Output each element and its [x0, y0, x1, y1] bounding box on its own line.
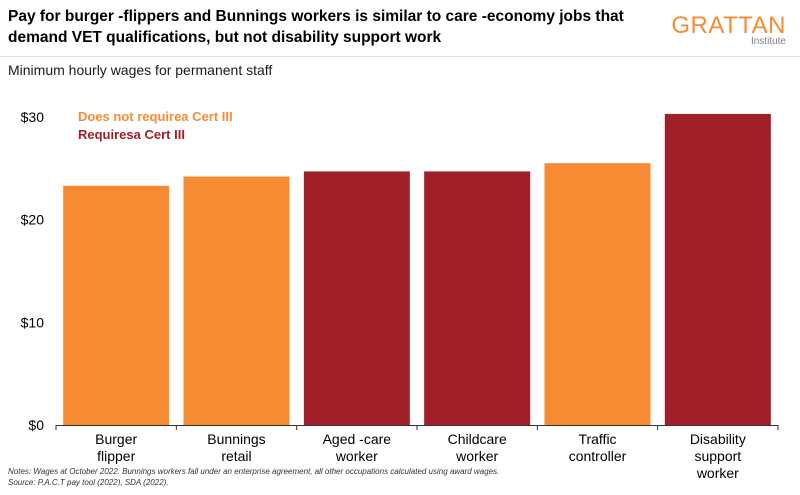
bar	[183, 176, 290, 425]
grattan-logo: GRATTAN Institute	[671, 12, 786, 48]
bar	[63, 185, 170, 425]
notes-text: Notes: Wages at October 2022. Bunnings w…	[8, 467, 500, 476]
chart-subtitle: Minimum hourly wages for permanent staff	[8, 62, 273, 78]
legend-entry: Does not requirea Cert III	[78, 109, 233, 124]
y-tick-label: $30	[21, 109, 45, 125]
legend-entry: Requiresa Cert III	[78, 127, 185, 142]
source-text: Source: P.A.C.T pay tool (2022), SDA (20…	[8, 478, 169, 487]
header-divider	[0, 56, 800, 57]
x-tick-label: support	[694, 448, 741, 464]
bar	[664, 113, 771, 426]
x-tick-label: controller	[569, 448, 627, 464]
y-tick-label: $0	[28, 417, 44, 433]
bar	[303, 171, 410, 425]
y-tick-label: $20	[21, 212, 45, 228]
x-tick-label: worker	[335, 448, 378, 464]
logo-subtext: Institute	[750, 36, 786, 47]
chart-notes: Notes: Wages at October 2022. Bunnings w…	[8, 466, 499, 488]
x-tick-label: flipper	[97, 448, 135, 464]
bar	[544, 163, 651, 425]
chart-title: Pay for burger -flippers and Bunnings wo…	[8, 8, 624, 46]
x-tick-label: Aged -care	[323, 431, 392, 447]
x-tick-label: Traffic	[578, 431, 616, 447]
x-tick-label: worker	[696, 465, 739, 481]
x-tick-label: Disability	[690, 431, 746, 447]
x-tick-label: Burger	[95, 431, 137, 447]
y-tick-label: $10	[21, 314, 45, 330]
x-tick-label: Bunnings	[207, 431, 265, 447]
bar	[424, 171, 531, 425]
x-tick-label: retail	[221, 448, 251, 464]
logo-wordmark: GRATTAN	[671, 12, 786, 39]
x-tick-label: worker	[455, 448, 498, 464]
x-tick-label: Childcare	[448, 431, 507, 447]
